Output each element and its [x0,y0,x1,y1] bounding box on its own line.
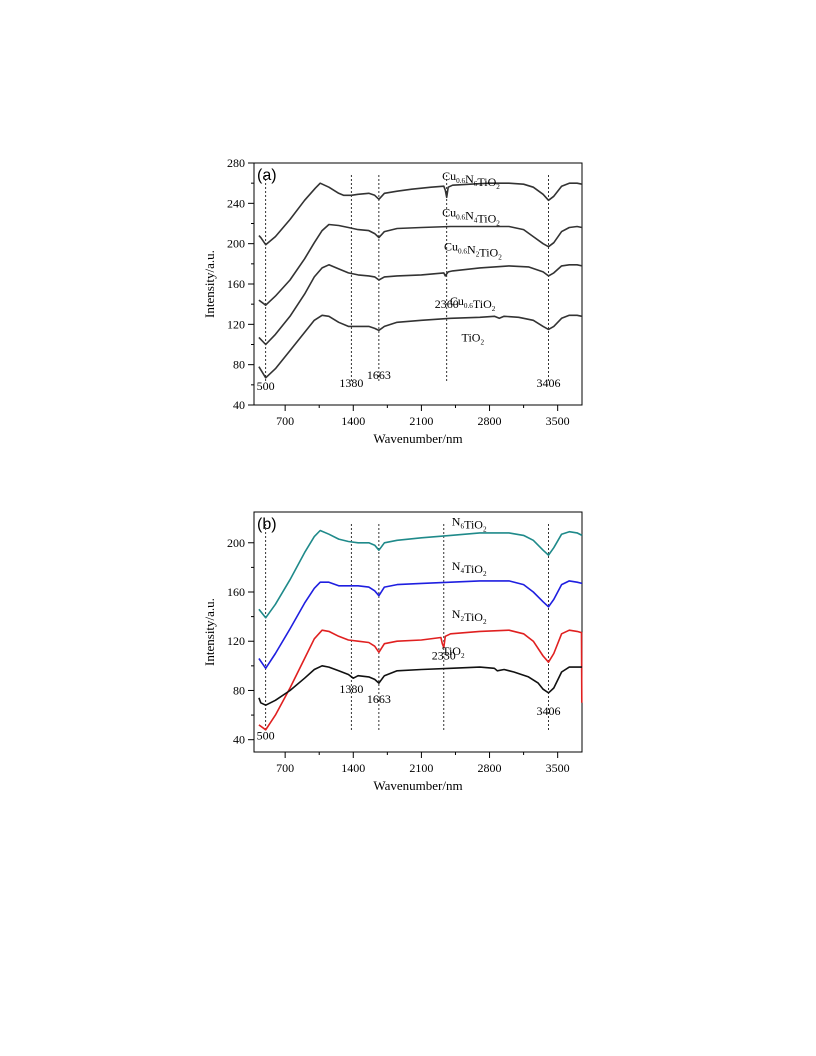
y-axis-label: Intensity/a.u. [202,598,217,666]
y-tick-label: 40 [233,733,245,747]
y-tick-label: 80 [233,358,245,372]
series-line-0 [258,182,583,246]
panel-a: 700 1400 2100 2800 3500 40 80 120 160 200 240 280 Wa… [202,156,583,446]
series-line-0 [258,529,583,619]
y-tick-label: 80 [233,683,245,697]
x-axis-label: Wavenumber/nm [373,778,462,793]
peak-label: 1380 [339,682,363,696]
x-axis-label: Wavenumber/nm [373,431,462,446]
series-line-1 [258,580,583,670]
x-tick-label: 2100 [409,761,433,775]
x-tick-label: 3500 [546,414,570,428]
y-tick-label: 40 [233,398,245,412]
y-tick-label: 200 [227,536,245,550]
series-label-1: N4TiO2 [452,559,487,578]
peak-label: 3406 [537,376,561,390]
x-tick-label: 700 [276,761,294,775]
x-tick-label: 2800 [478,414,502,428]
x-tick-label: 3500 [546,761,570,775]
series-line-3 [258,665,582,706]
peak-label: 500 [257,729,275,743]
series-label-2: N2TiO2 [452,607,487,626]
x-tick-label: 2100 [409,414,433,428]
series-label-0: Cu0.6N6TiO2 [442,169,500,191]
x-tick-label: 700 [276,414,294,428]
y-axis-label: Intensity/a.u. [202,250,217,318]
series-line-1 [258,223,583,306]
series-line-3 [258,314,583,379]
series-line-2 [258,629,583,731]
series-label-1: Cu0.6N4TiO2 [442,205,500,227]
x-tick-label: 1400 [341,761,365,775]
panel-label: (b) [257,516,277,533]
peak-label: 1380 [339,376,363,390]
panel-label: (a) [257,167,277,184]
series-line-4-placeholder [259,315,582,378]
peak-label: 2330 [432,649,456,663]
series-label-3: TiO2 [442,644,465,660]
y-tick-label: 240 [227,196,245,210]
y-tick-label: 160 [227,585,245,599]
peak-label: 3406 [537,704,561,718]
peak-label: 1663 [367,368,391,382]
peak-label: 1663 [367,692,391,706]
plot-frame [253,162,583,406]
series-line-2 [258,264,583,346]
y-tick-label: 200 [227,237,245,251]
series-label-3: Cu0.6TiO2 [450,294,496,313]
plot-frame [253,511,583,753]
y-tick-label: 120 [227,634,245,648]
peak-label: 2360 [435,297,459,311]
y-tick-label: 280 [227,156,245,170]
x-tick-label: 2800 [478,761,502,775]
series-label-2: Cu0.6N2TiO2 [444,240,502,262]
y-tick-label: 160 [227,277,245,291]
series-label-4: TiO2 [462,330,485,346]
panel-b: 700 1400 2100 2800 3500 40 80 120 160 200 Wavenumb… [202,511,583,793]
x-tick-label: 1400 [341,414,365,428]
peak-label: 500 [257,379,275,393]
y-tick-label: 120 [227,317,245,331]
series-label-0: N6TiO2 [452,515,487,534]
